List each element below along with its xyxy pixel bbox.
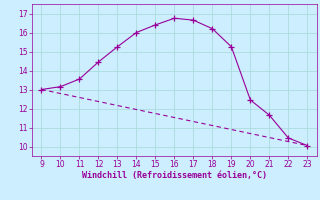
X-axis label: Windchill (Refroidissement éolien,°C): Windchill (Refroidissement éolien,°C) xyxy=(82,171,267,180)
